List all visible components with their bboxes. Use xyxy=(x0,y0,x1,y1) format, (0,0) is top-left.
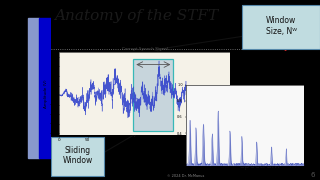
Text: Spectrum: Spectrum xyxy=(239,161,280,170)
X-axis label: Time (ms): Time (ms) xyxy=(134,144,155,148)
Text: © 2024 Dr. McManus: © 2024 Dr. McManus xyxy=(167,174,204,178)
FancyBboxPatch shape xyxy=(51,137,104,176)
Text: Corrupt Speech Signal: Corrupt Speech Signal xyxy=(122,47,168,51)
Y-axis label: Amplitude (V): Amplitude (V) xyxy=(44,79,48,108)
Bar xyxy=(28,18,39,158)
X-axis label: Frequency (Hz): Frequency (Hz) xyxy=(231,174,258,178)
FancyBboxPatch shape xyxy=(242,5,320,49)
Text: Window
Size, Nᵂ: Window Size, Nᵂ xyxy=(266,16,297,36)
Text: 6: 6 xyxy=(310,172,315,178)
Text: Sliding
Window: Sliding Window xyxy=(62,146,93,165)
Bar xyxy=(133,59,173,131)
Text: Anatomy of the STFT: Anatomy of the STFT xyxy=(54,9,218,23)
Bar xyxy=(39,18,51,158)
